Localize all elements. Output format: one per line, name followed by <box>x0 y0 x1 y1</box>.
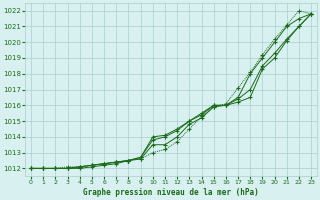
X-axis label: Graphe pression niveau de la mer (hPa): Graphe pression niveau de la mer (hPa) <box>83 188 259 197</box>
